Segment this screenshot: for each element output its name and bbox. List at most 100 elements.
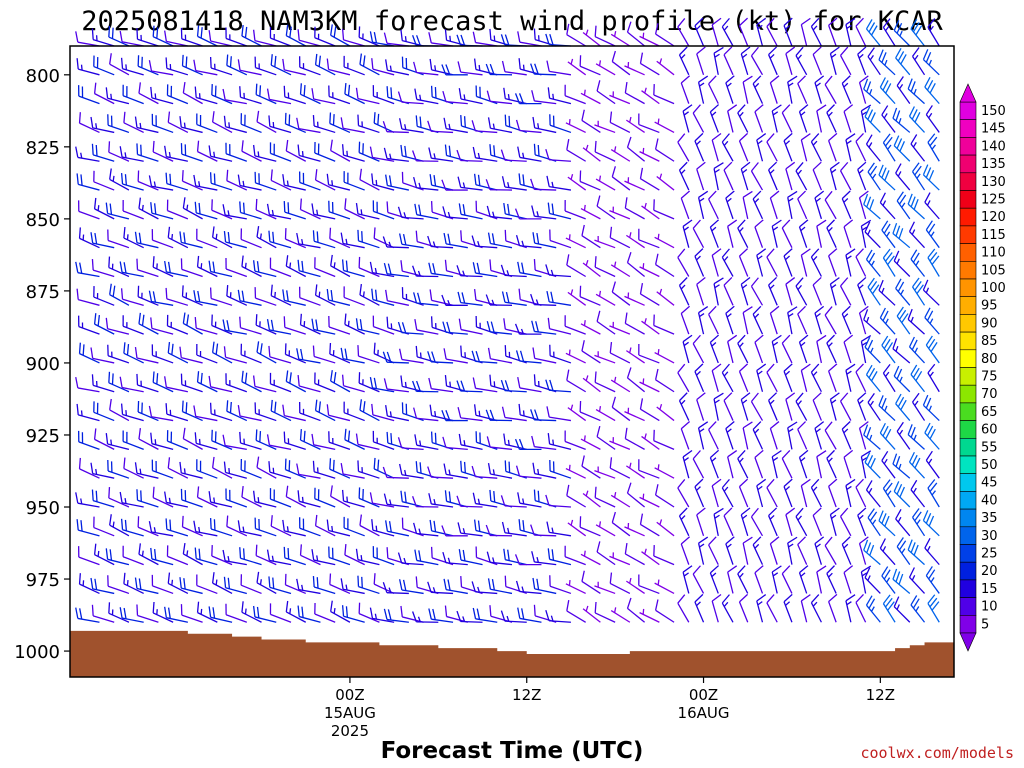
barb-flag (493, 491, 496, 503)
barb-half-flag (828, 226, 833, 232)
wind-barb (752, 305, 764, 335)
barb-flag (119, 376, 123, 388)
wind-barb (456, 495, 483, 508)
barb-flag (754, 104, 764, 113)
barb-flag (501, 521, 506, 533)
barb-flag (895, 110, 901, 122)
barb-flag (892, 222, 898, 234)
barb-shaft (107, 585, 130, 595)
wind-barb (369, 377, 395, 393)
wind-barb (209, 172, 233, 191)
barb-half-flag (404, 36, 407, 42)
barb-flag (194, 201, 197, 213)
barb-shaft (358, 267, 380, 278)
barb-half-flag (831, 399, 837, 404)
barb-flag (134, 577, 138, 589)
barb-shaft (742, 197, 749, 220)
wind-barb (740, 277, 751, 306)
barb-shaft (611, 61, 631, 76)
barb-shaft (284, 184, 306, 191)
wind-barb (858, 75, 869, 104)
wind-barb (193, 174, 218, 191)
barb-flag (119, 146, 123, 158)
wind-barb (595, 60, 616, 76)
barb-half-flag (711, 457, 717, 462)
barb-half-flag (585, 605, 589, 612)
barb-flag (412, 496, 417, 507)
barb-flag (359, 514, 363, 526)
barb-shaft (863, 549, 881, 566)
barb-shaft (240, 327, 262, 335)
wind-barb (682, 219, 693, 248)
wind-barb (881, 566, 896, 594)
wind-barb (566, 138, 587, 162)
wind-barb (208, 30, 233, 47)
barb-flag (654, 368, 659, 380)
wind-barb (151, 229, 174, 249)
barb-flag (136, 258, 139, 270)
wind-barb (863, 193, 881, 220)
wind-barb (800, 133, 811, 162)
barb-shaft (766, 141, 778, 162)
wind-barb (624, 427, 645, 450)
barb-flag (150, 547, 153, 560)
barb-shaft (826, 457, 837, 479)
barb-flag (500, 610, 506, 622)
wind-barb (225, 603, 248, 623)
wind-barb (107, 460, 130, 479)
wind-barb (241, 601, 262, 623)
wind-barb (120, 403, 144, 422)
barb-flag (546, 521, 550, 533)
wind-barb (252, 260, 277, 278)
barb-flag (193, 174, 197, 186)
barb-flag (626, 252, 632, 263)
barb-flag (152, 140, 155, 153)
barb-half-flag (812, 25, 818, 31)
barb-shaft (609, 352, 631, 364)
barb-shaft (136, 126, 159, 134)
barb-shaft (225, 126, 247, 134)
barb-half-flag (289, 608, 292, 614)
plot-frame (69, 45, 955, 678)
barb-flag (196, 25, 200, 37)
wind-barb (107, 575, 130, 595)
wind-barb (515, 465, 542, 479)
wind-barb (567, 174, 587, 191)
wind-barb (196, 574, 218, 595)
barb-flag (896, 76, 904, 86)
barb-flag (908, 336, 915, 348)
wind-barb (750, 46, 764, 76)
wind-barb (680, 75, 691, 104)
barb-half-flag (659, 288, 663, 295)
barb-flag (533, 28, 536, 40)
barb-flag (914, 280, 922, 291)
barb-flag (272, 577, 275, 589)
barb-shaft (299, 385, 321, 393)
barb-flag (824, 421, 833, 431)
wind-barb (75, 377, 100, 393)
wind-barb (166, 84, 189, 105)
barb-shaft (864, 577, 881, 594)
barb-shaft (680, 543, 690, 565)
wind-barb (196, 601, 218, 623)
barb-flag (500, 264, 506, 276)
barb-flag (566, 254, 570, 266)
barb-flag (341, 374, 345, 386)
barb-shaft (610, 379, 631, 393)
colorbar-label: 65 (981, 405, 998, 420)
barb-flag (156, 27, 159, 39)
wind-barb (924, 192, 940, 220)
wind-barb (740, 161, 751, 191)
colorbar-top-arrow (959, 83, 977, 103)
barb-half-flag (931, 144, 936, 150)
barb-shaft (709, 457, 719, 479)
barb-flag (382, 466, 388, 478)
wind-barb (148, 290, 174, 306)
barb-flag (508, 115, 511, 127)
wind-barb (458, 203, 483, 220)
barb-flag (799, 449, 809, 458)
barb-shaft (167, 467, 189, 479)
barb-shaft (548, 159, 571, 162)
wind-barb (105, 433, 130, 451)
wind-barb (77, 85, 100, 105)
